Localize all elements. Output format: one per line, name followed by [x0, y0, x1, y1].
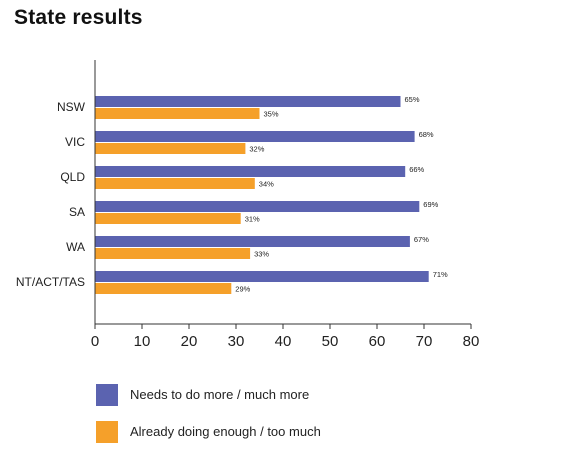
bar-qld-series-0: [95, 166, 406, 177]
data-label-qld-series-1: 34%: [259, 180, 274, 189]
x-tick-label-20: 20: [181, 333, 198, 350]
bar-qld-series-1: [95, 178, 255, 189]
category-label-qld: QLD: [60, 170, 85, 184]
bar-nsw-series-1: [95, 108, 260, 119]
bar-sa-series-1: [95, 213, 241, 224]
x-tick-label-80: 80: [463, 333, 480, 350]
legend-swatch-needs-more: [96, 384, 118, 406]
bar-vic-series-0: [95, 131, 415, 142]
data-label-nt-act-tas-series-0: 71%: [433, 270, 448, 279]
bar-nsw-series-0: [95, 96, 401, 107]
category-label-vic: VIC: [65, 135, 85, 149]
category-label-sa: SA: [69, 205, 85, 219]
chart-title: State results: [14, 6, 143, 29]
x-tick-label-70: 70: [416, 333, 433, 350]
data-label-nsw-series-0: 65%: [405, 95, 420, 104]
category-label-nsw: NSW: [57, 100, 86, 114]
category-label-nt-act-tas: NT/ACT/TAS: [16, 275, 85, 289]
data-label-nt-act-tas-series-1: 29%: [235, 285, 250, 294]
bar-vic-series-1: [95, 143, 246, 154]
data-label-wa-series-0: 67%: [414, 235, 429, 244]
x-tick-label-0: 0: [91, 333, 99, 350]
data-label-vic-series-1: 32%: [249, 145, 264, 154]
data-label-qld-series-0: 66%: [409, 165, 424, 174]
bar-wa-series-0: [95, 236, 410, 247]
data-label-wa-series-1: 33%: [254, 250, 269, 259]
bar-nt-act-tas-series-1: [95, 283, 232, 294]
x-tick-label-10: 10: [134, 333, 151, 350]
bar-sa-series-0: [95, 201, 420, 212]
x-tick-label-40: 40: [275, 333, 292, 350]
legend-label-needs-more: Needs to do more / much more: [130, 387, 310, 402]
x-tick-label-30: 30: [228, 333, 245, 350]
data-label-sa-series-1: 31%: [245, 215, 260, 224]
data-label-vic-series-0: 68%: [419, 130, 434, 139]
data-label-sa-series-0: 69%: [423, 200, 438, 209]
x-tick-label-50: 50: [322, 333, 339, 350]
legend-swatch-doing-enough: [96, 421, 118, 443]
bar-wa-series-1: [95, 248, 251, 259]
bar-nt-act-tas-series-0: [95, 271, 429, 282]
category-label-wa: WA: [66, 240, 85, 254]
legend-label-doing-enough: Already doing enough / too much: [130, 424, 321, 439]
x-tick-label-60: 60: [369, 333, 386, 350]
data-label-nsw-series-1: 35%: [264, 110, 279, 119]
